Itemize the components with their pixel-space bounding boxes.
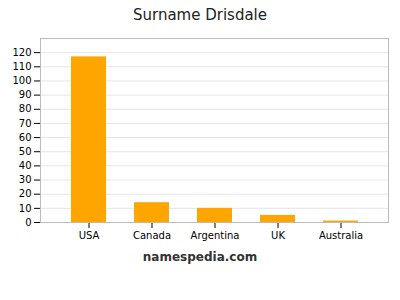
- svg-text:100: 100: [12, 75, 31, 86]
- svg-text:UK: UK: [271, 230, 285, 241]
- svg-text:50: 50: [19, 146, 32, 157]
- svg-text:80: 80: [19, 103, 32, 114]
- svg-text:USA: USA: [79, 230, 100, 241]
- svg-text:110: 110: [12, 61, 31, 72]
- svg-text:120: 120: [12, 47, 31, 58]
- svg-text:60: 60: [19, 132, 32, 143]
- svg-text:Argentina: Argentina: [191, 230, 240, 241]
- svg-text:40: 40: [19, 160, 32, 171]
- svg-text:Canada: Canada: [133, 230, 171, 241]
- svg-text:30: 30: [19, 174, 32, 185]
- svg-text:20: 20: [19, 188, 32, 199]
- svg-text:90: 90: [19, 89, 32, 100]
- html-text:namespedia.com: namespedia.com: [142, 250, 258, 264]
- svg-text:10: 10: [19, 203, 32, 214]
- svg-text:70: 70: [19, 118, 32, 129]
- html-text:Surname Drisdale: Surname Drisdale: [133, 6, 267, 24]
- svg-text:Australia: Australia: [319, 230, 363, 241]
- svg-text:0: 0: [25, 217, 31, 228]
